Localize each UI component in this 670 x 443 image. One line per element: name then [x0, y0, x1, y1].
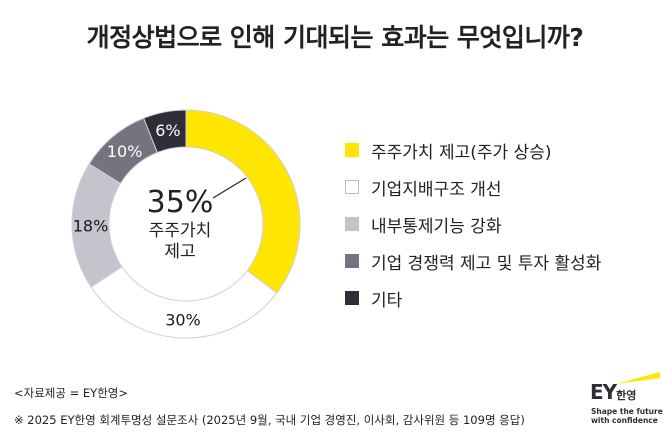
logo-beam-icon: [616, 372, 660, 384]
legend-swatch-5: [345, 291, 359, 305]
center-label-line2: 제고: [164, 242, 195, 262]
legend-label-5: 기타: [371, 291, 403, 311]
center-leader-line: [212, 177, 247, 199]
chart-title: 개정상법으로 인해 기대되는 효과는 무엇입니까?: [86, 23, 584, 52]
logo-brand: EY한영: [590, 380, 636, 404]
source-note: <자료제공 = EY한영>: [14, 386, 128, 400]
logo-brand-kr: 한영: [616, 389, 637, 402]
ey-logo: EY한영 Shape the future with confidence: [588, 370, 668, 430]
logo-tagline: Shape the future with confidence: [591, 407, 663, 425]
legend-swatch-4: [345, 254, 359, 268]
survey-note: ※ 2025 EY한영 회계투명성 설문조사 (2025년 9월, 국내 기업 …: [14, 413, 525, 427]
donut-chart: 30% 18% 10% 6% 35% 주주가치 제고: [71, 109, 301, 339]
legend-label-1: 주주가치 제고(주가 상승): [371, 143, 552, 163]
logo-brand-en: EY: [590, 380, 617, 404]
legend-swatch-1: [345, 143, 359, 157]
legend-swatch-2: [345, 180, 359, 194]
legend-label-4: 기업 경쟁력 제고 및 투자 활성화: [371, 254, 602, 274]
slice-value-label-3: 18%: [73, 217, 109, 236]
donut-slice-5: [142, 109, 187, 154]
center-value: 35%: [147, 185, 214, 220]
center-label-line1: 주주가치: [149, 221, 212, 241]
legend-label-3: 내부통제기능 강화: [371, 217, 502, 237]
slice-value-label-4: 10%: [107, 142, 143, 161]
donut-slice-1: [185, 109, 301, 294]
slice-value-label-2: 30%: [165, 310, 201, 329]
legend-label-2: 기업지배구조 개선: [371, 180, 502, 200]
slice-value-label-5: 6%: [155, 121, 180, 140]
legend-swatch-3: [345, 217, 359, 231]
